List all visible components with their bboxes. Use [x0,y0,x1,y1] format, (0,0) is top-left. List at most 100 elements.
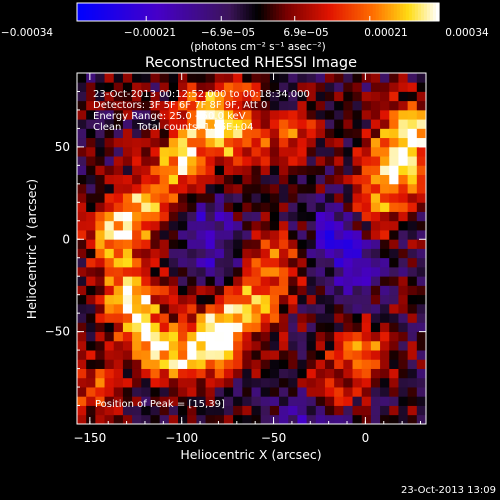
heatmap-cell [279,239,289,249]
heatmap-cell [380,387,390,397]
heatmap-cell [306,230,317,240]
heatmap-cell [214,73,225,83]
colorbar-segment [333,3,338,21]
heatmap-cell [132,294,142,305]
heatmap-cell [370,294,381,305]
heatmap-cell [77,266,87,277]
heatmap-cell [95,100,105,111]
heatmap-cell [324,82,335,92]
heatmap-cell [297,414,308,425]
heatmap-cell [242,350,252,360]
heatmap-cell [150,82,161,92]
colorbar-segment [194,3,199,21]
heatmap-cell [324,119,335,129]
colorbar-segment [92,3,96,21]
heatmap-cell [214,331,225,342]
heatmap-cell [260,359,271,369]
heatmap-cell [168,165,179,176]
colorbar-tick-label: −6.9e−05 [201,27,255,39]
colorbar-segment [173,3,178,21]
heatmap-cell [398,248,409,259]
heatmap-cell [168,414,179,425]
heatmap-cell [132,257,142,268]
heatmap-cell [150,377,161,388]
heatmap-cell [315,183,326,194]
colorbar-segment [140,3,144,21]
heatmap-cell [306,146,317,157]
heatmap-cell [288,91,298,102]
heatmap-cell [343,211,353,222]
heatmap-cell [196,396,206,406]
heatmap-cell [416,202,427,212]
heatmap-cell [205,359,216,369]
heatmap-cell [214,220,225,231]
heatmap-cell [122,128,133,139]
heatmap-cell [380,174,390,185]
heatmap-cell [242,183,252,194]
heatmap-cell [380,322,390,333]
heatmap-cell [86,109,96,120]
heatmap-cell [361,100,372,111]
heatmap-cell [380,137,390,148]
heatmap-cell [297,174,308,185]
heatmap-cell [95,128,105,139]
colorbar-segment [285,3,289,21]
heatmap-cell [315,202,326,212]
heatmap-cell [334,165,344,176]
heatmap-cell [214,285,225,296]
heatmap-cell [159,109,170,120]
heatmap-cell [297,340,308,351]
heatmap-cell [370,128,381,139]
heatmap-cell [260,368,271,379]
colorbar-segment [417,3,422,21]
heatmap-cell [407,128,418,139]
heatmap-cell [113,146,124,157]
colorbar-segment [236,3,241,21]
heatmap-cell [141,340,151,351]
heatmap-cell [168,211,179,222]
heatmap-cell [233,303,243,314]
heatmap-cell [324,137,335,148]
heatmap-cell [334,239,344,249]
plot-frame [76,72,427,425]
heatmap-cell [370,368,381,379]
heatmap-cell [352,350,363,360]
heatmap-cell [279,414,289,425]
heatmap-cell [104,322,115,333]
colorbar-tick-label: 0.00021 [364,27,407,39]
colorbar-segment [188,3,193,21]
heatmap-cell [343,377,353,388]
heatmap-cell [86,350,96,360]
heatmap-cell [343,266,353,277]
heatmap-cell [315,331,326,342]
heatmap-cell [95,368,105,379]
heatmap-cell [233,285,243,296]
heatmap-cell [297,109,308,120]
heatmap-cell [407,211,418,222]
heatmap-cell [334,257,344,268]
heatmap-cell [122,377,133,388]
heatmap-cell [269,202,280,212]
heatmap-cell [150,285,161,296]
heatmap-cell [159,387,170,397]
heatmap-cell [398,193,409,203]
heatmap-cell [343,313,353,323]
heatmap-cell [398,119,409,129]
heatmap-cell [242,387,252,397]
heatmap-cell [343,248,353,259]
heatmap-cell [306,285,317,296]
heatmap-cell [343,239,353,249]
heatmap-cell [233,350,243,360]
heatmap-cell [150,294,161,305]
heatmap-cell [334,294,344,305]
heatmap-cell [132,340,142,351]
heatmap-cell [150,313,161,323]
heatmap-cell [288,405,298,416]
heatmap-cell [398,257,409,268]
heatmap-cell [370,165,381,176]
heatmap-cell [370,211,381,222]
heatmap-cell [324,193,335,203]
heatmap-cell [269,405,280,416]
heatmap-cell [205,387,216,397]
